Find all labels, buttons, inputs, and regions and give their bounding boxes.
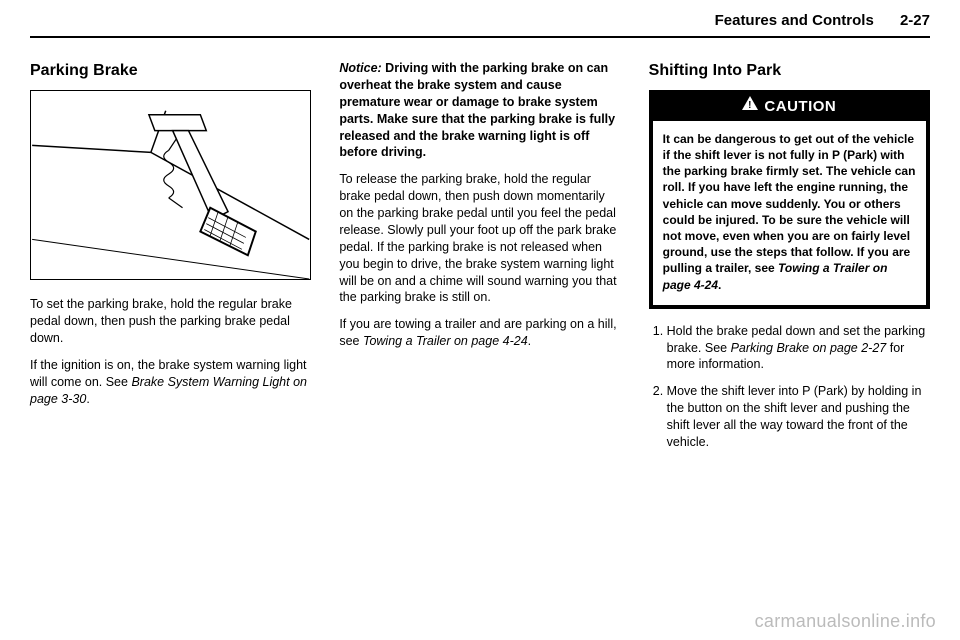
- manual-page: Features and Controls 2-27 Parking Brake: [0, 0, 960, 640]
- p-towing-hill: If you are towing a trailer and are park…: [339, 316, 620, 350]
- column-2: Notice: Driving with the parking brake o…: [339, 60, 620, 610]
- notice-label: Notice:: [339, 61, 381, 75]
- caution-header: ! CAUTION: [653, 94, 926, 121]
- p-towing-hill-b: .: [528, 334, 531, 348]
- caution-body-b: .: [718, 278, 721, 292]
- step-2: Move the shift lever into P (Park) by ho…: [667, 383, 930, 451]
- column-3: Shifting Into Park ! CAUTION It can be d…: [649, 60, 930, 610]
- caution-label: CAUTION: [764, 98, 836, 115]
- page-number: 2-27: [900, 12, 930, 29]
- page-header: Features and Controls 2-27: [715, 12, 930, 29]
- parking-brake-illustration: [30, 90, 311, 280]
- header-rule: [30, 36, 930, 38]
- p-warning-light: If the ignition is on, the brake system …: [30, 357, 311, 408]
- parking-brake-heading: Parking Brake: [30, 60, 311, 82]
- caution-box: ! CAUTION It can be dangerous to get out…: [649, 90, 930, 309]
- xref-towing-trailer-1: Towing a Trailer on page 4-24: [363, 334, 528, 348]
- caution-body: It can be dangerous to get out of the ve…: [653, 121, 926, 305]
- watermark: carmanualsonline.info: [755, 611, 936, 632]
- xref-parking-brake: Parking Brake on page 2-27: [731, 341, 887, 355]
- shifting-park-heading: Shifting Into Park: [649, 60, 930, 82]
- caution-body-a: It can be dangerous to get out of the ve…: [663, 132, 916, 276]
- p-set-brake: To set the parking brake, hold the regul…: [30, 296, 311, 347]
- svg-text:!: !: [748, 100, 752, 110]
- shifting-steps: Hold the brake pedal down and set the pa…: [667, 323, 930, 451]
- warning-triangle-icon: !: [742, 96, 758, 115]
- step-1: Hold the brake pedal down and set the pa…: [667, 323, 930, 374]
- chapter-title: Features and Controls: [715, 12, 874, 29]
- p-release-brake: To release the parking brake, hold the r…: [339, 171, 620, 306]
- p-warning-light-b: .: [86, 392, 89, 406]
- notice-paragraph: Notice: Driving with the parking brake o…: [339, 60, 620, 161]
- column-1: Parking Brake: [30, 60, 311, 610]
- notice-body: Driving with the parking brake on can ov…: [339, 61, 615, 159]
- content-columns: Parking Brake: [30, 60, 930, 610]
